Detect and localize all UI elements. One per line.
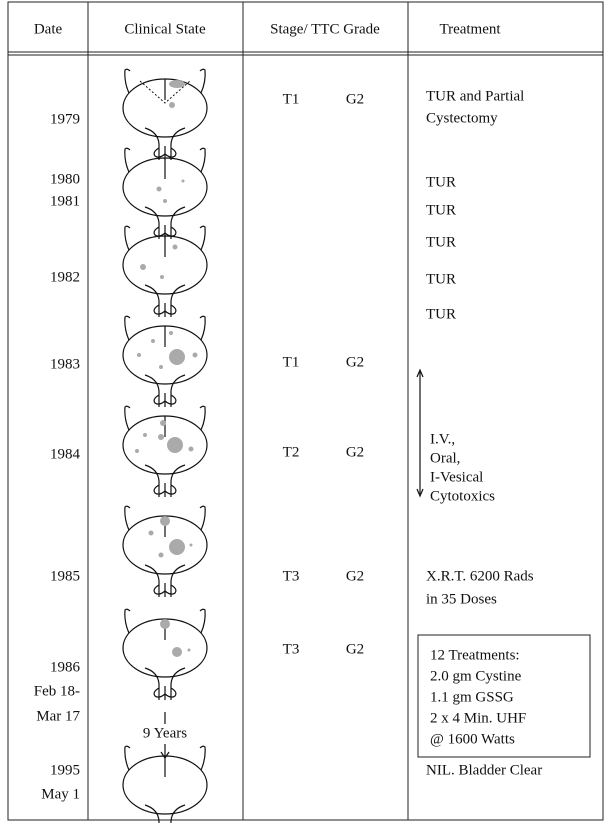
treatment: TUR [426, 271, 456, 287]
treatment: I.V., [430, 431, 455, 447]
interval-label: 9 Years [143, 725, 187, 741]
column-header: Clinical State [124, 21, 206, 37]
date: 1983 [50, 356, 80, 372]
date: 1986 [50, 659, 81, 675]
treatment: Cytotoxics [430, 488, 495, 504]
date: 1995 [50, 762, 80, 778]
treatment: Oral, [430, 450, 460, 466]
stage: T2 [283, 444, 300, 460]
date: 1979 [50, 111, 80, 127]
treatment: TUR [426, 234, 456, 250]
treatment: TUR [426, 174, 456, 190]
date: 1981 [50, 193, 80, 209]
treatment: Cystectomy [426, 110, 498, 126]
grade: G2 [346, 641, 364, 657]
treatment: 2 x 4 Min. UHF [430, 710, 526, 726]
stage: T1 [283, 354, 300, 370]
date: 1982 [50, 269, 80, 285]
treatment: 1.1 gm GSSG [430, 689, 514, 705]
stage: T3 [283, 568, 300, 584]
treatment: @ 1600 Watts [430, 731, 515, 747]
column-header: Stage/ TTC Grade [270, 21, 380, 37]
treatment: TUR and Partial [426, 88, 524, 104]
date: 1980 [50, 171, 80, 187]
treatment: NIL. Bladder Clear [426, 762, 542, 778]
column-header: Treatment [439, 21, 501, 37]
date: Feb 18- [34, 683, 80, 699]
treatment: 12 Treatments: [430, 647, 520, 663]
treatment: 2.0 gm Cystine [430, 668, 522, 684]
grade: G2 [346, 444, 364, 460]
date: 1985 [50, 568, 80, 584]
column-header: Date [34, 21, 63, 37]
treatment: I-Vesical [430, 469, 483, 485]
date: Mar 17 [36, 708, 80, 724]
date: May 1 [41, 786, 80, 802]
treatment: TUR [426, 306, 456, 322]
stage: T3 [283, 641, 300, 657]
treatment: in 35 Doses [426, 591, 497, 607]
grade: G2 [346, 91, 364, 107]
grade: G2 [346, 568, 364, 584]
stage: T1 [283, 91, 300, 107]
treatment: X.R.T. 6200 Rads [426, 568, 534, 584]
page: Date Clinical State Stage/ TTC Grade Treatm… [0, 0, 607, 823]
date: 1984 [50, 446, 81, 462]
grade: G2 [346, 354, 364, 370]
treatment: TUR [426, 202, 456, 218]
